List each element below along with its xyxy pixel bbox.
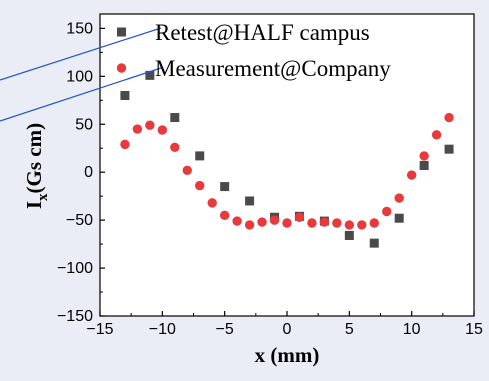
y-tick-label: −150 (57, 308, 93, 325)
y-tick-label: 50 (75, 116, 93, 133)
data-point-square (220, 182, 230, 192)
data-point-circle (232, 216, 242, 226)
x-tick-label: −5 (216, 321, 234, 338)
x-tick-label: 5 (345, 321, 354, 338)
data-point-circle (132, 124, 143, 134)
y-tick-label: −50 (66, 212, 93, 229)
y-axis-title: Ix(Gs cm) (22, 123, 51, 209)
data-point-square (394, 213, 404, 223)
data-point-circle (344, 220, 355, 230)
data-point-square (170, 113, 180, 123)
data-point-circle (406, 170, 417, 180)
data-point-circle (195, 180, 205, 191)
data-point-circle (244, 220, 255, 230)
data-point-circle (394, 193, 404, 203)
y-tick-label: −100 (57, 260, 93, 277)
data-point-circle (282, 218, 292, 228)
data-point-circle (120, 139, 130, 150)
data-point-circle (269, 215, 280, 225)
data-point-circle (444, 112, 454, 123)
x-axis-title: x (mm) (255, 343, 320, 367)
data-point-square (120, 90, 130, 100)
annotation-line (0, 67, 162, 122)
y-tick-label: 150 (66, 20, 93, 37)
legend-marker-circle (116, 63, 127, 73)
data-point-square (344, 230, 354, 240)
y-tick-label: 0 (84, 164, 93, 181)
data-point-square (444, 144, 454, 154)
data-point-circle (157, 125, 168, 135)
data-point-circle (369, 218, 379, 228)
data-points (120, 70, 454, 248)
x-tick-label: −10 (149, 321, 176, 338)
data-point-square (195, 151, 205, 161)
legend: Retest@HALF campus Measurement@Company (116, 20, 391, 81)
data-point-circle (332, 218, 342, 228)
data-point-square (245, 196, 255, 206)
data-point-circle (419, 151, 429, 161)
data-point-circle (182, 165, 192, 175)
data-point-circle (145, 120, 155, 130)
legend-marker-square (117, 27, 126, 37)
data-point-circle (219, 210, 230, 221)
data-point-circle (294, 212, 305, 222)
y-axis-title-subscript: x (35, 193, 51, 201)
data-point-circle (307, 218, 317, 228)
data-point-circle (319, 217, 330, 227)
data-point-square (369, 238, 379, 248)
y-axis-title-main: I (22, 201, 46, 209)
data-point-circle (431, 130, 442, 140)
data-point-circle (207, 198, 217, 208)
plot-area (99, 13, 475, 317)
x-tick-label: 0 (283, 321, 292, 338)
data-point-circle (382, 206, 392, 217)
legend-label: Measurement@Company (155, 56, 391, 81)
data-point-square (419, 160, 429, 170)
x-tick-label: 15 (465, 321, 483, 338)
data-point-square (145, 70, 155, 80)
legend-label: Retest@HALF campus (155, 20, 370, 45)
data-point-circle (257, 217, 267, 227)
data-point-circle (357, 220, 367, 230)
y-axis-title-unit: (Gs cm) (22, 123, 46, 194)
x-tick-label: −15 (86, 321, 113, 338)
x-tick-label: 10 (403, 321, 421, 338)
y-tick-label: 100 (66, 68, 93, 85)
annotation-line (0, 27, 162, 81)
data-point-circle (170, 142, 180, 152)
